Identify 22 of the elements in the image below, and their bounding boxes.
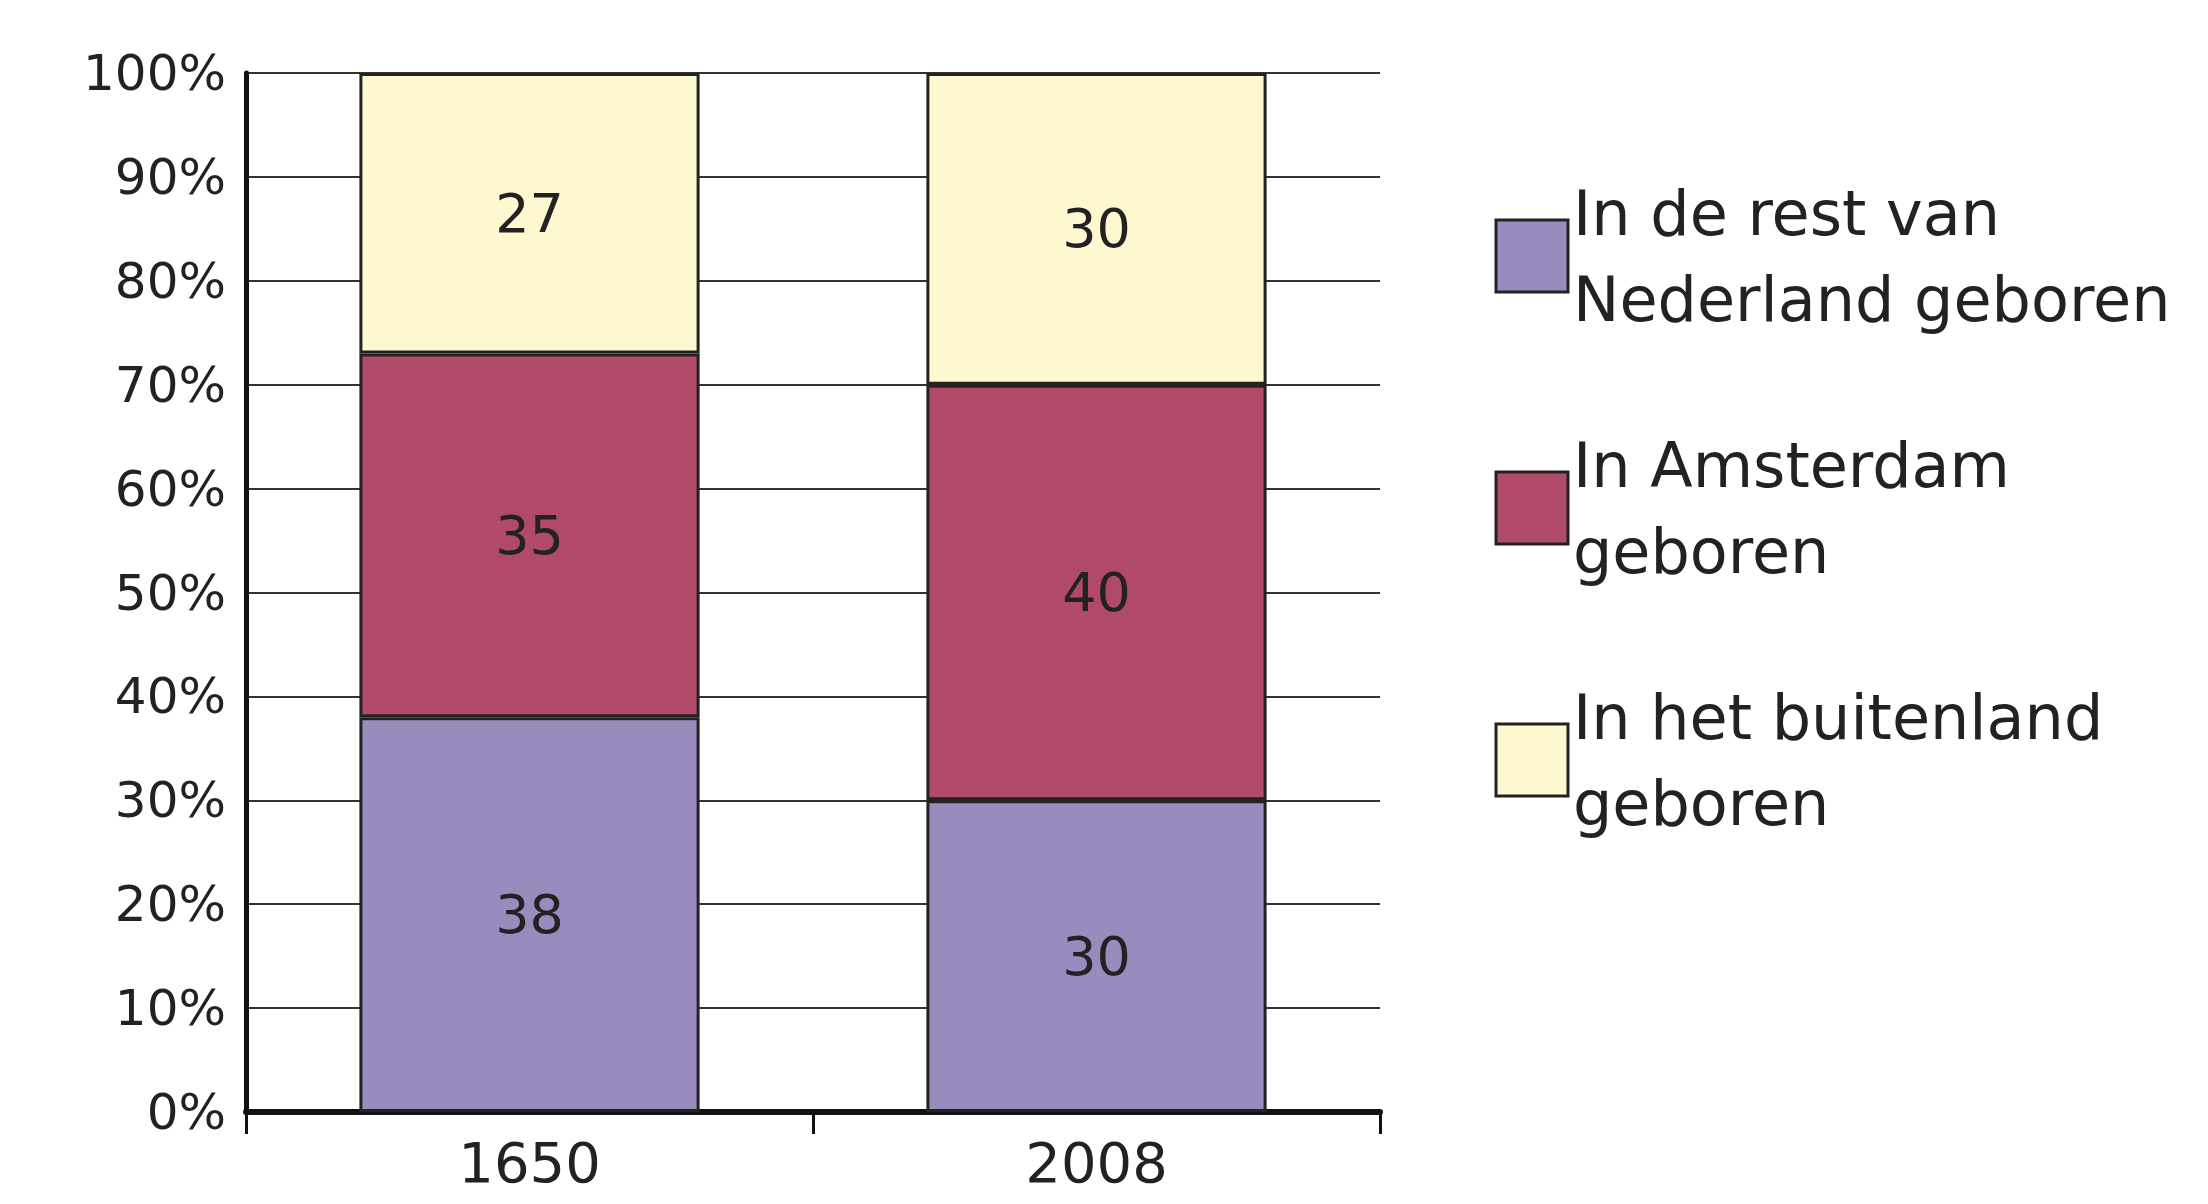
y-tick-label: 50% [114,563,226,622]
x-tick-label: 2008 [1025,1129,1168,1195]
data-label: 38 [495,883,564,947]
y-tick-label: 10% [114,979,226,1038]
data-label: 40 [1062,561,1131,624]
y-tick-label: 80% [114,251,226,310]
x-tick-label: 1650 [458,1129,601,1195]
y-tick-label: 0% [146,1083,226,1141]
legend-label: In de rest van Nederland geboren [1573,176,2171,336]
y-tick-label: 30% [114,771,226,830]
y-tick-label: 40% [114,667,226,726]
data-label: 30 [1062,197,1131,261]
y-tick-label: 20% [114,875,226,934]
data-label: 27 [495,181,564,245]
data-label: 30 [1062,924,1131,988]
y-tick-label: 100% [83,44,226,102]
y-tick-label: 60% [114,459,226,518]
y-tick-label: 90% [114,147,226,206]
legend-label: In Amsterdam geboren [1573,428,2030,588]
data-label: 35 [495,503,564,567]
y-tick-label: 70% [114,355,226,414]
legend-label: In het buitenland geboren [1573,680,2123,840]
